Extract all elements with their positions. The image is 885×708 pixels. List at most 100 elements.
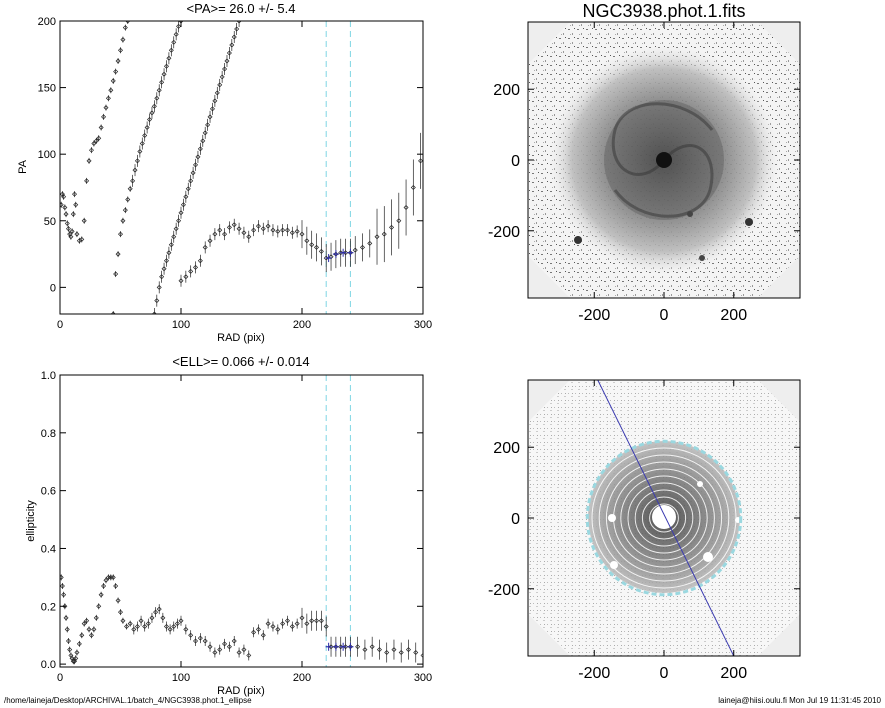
ell-point [96,603,102,609]
pa-point [236,21,242,24]
pa-point [197,146,203,152]
ell-point [246,652,252,658]
ell-point [289,624,295,630]
ell-title: <ELL>= 0.066 +/- 0.014 [172,354,309,369]
isophote-ring [605,461,723,575]
ell-point [113,583,119,589]
ell-xtick-label: 100 [172,672,190,684]
ell-point [202,638,208,644]
pa-point [139,141,145,147]
ell-point [74,650,80,656]
ell-point [103,577,109,583]
isophote-ring [649,503,679,533]
footer-path: /home/laineja/Desktop/ARCHIVAL.1/batch_4… [4,696,252,705]
pa-panel: <PA>= 26.0 +/- 5.4 0 100 200 300 0 50 100 150 2… [17,1,432,344]
ell-yticks: 0.0 0.2 0.4 0.6 0.8 1.0 [41,370,423,671]
pa-point [207,114,213,120]
ell-point [362,647,368,653]
ell-point [171,624,177,630]
img2-ytick-label: 0 [511,511,520,528]
ell-point [101,583,107,589]
img2-ytick-label: -200 [488,582,520,599]
ell-point [398,650,404,656]
pa-point [93,138,99,144]
ell-xtick-label: 300 [414,672,432,684]
ell-point [236,650,242,656]
pa-point [178,210,184,216]
isophote-ring [620,475,708,561]
ell-point [255,626,261,632]
ell-xtick-label: 200 [293,672,311,684]
pa-point [122,25,128,31]
pa-point [251,227,257,233]
pa-xtick-label: 200 [293,319,311,331]
residual-yticks: -200 0 200 [488,440,800,599]
ell-point [413,650,419,656]
pa-point [151,103,157,109]
ell-point [265,621,271,627]
ell-point [174,621,180,627]
ell-point [115,598,121,603]
pa-ytick-label: 100 [38,149,56,161]
pa-point [193,162,199,168]
ell-ytick-label: 0.4 [41,543,56,555]
pa-point [212,231,218,237]
pa-point [159,274,165,280]
pa-point [246,234,252,240]
pa-point [64,220,70,226]
pa-point [63,211,69,217]
ell-point [145,621,151,627]
pa-point [161,266,167,272]
ell-point [127,621,133,627]
pa-point [193,264,199,270]
ell-point [405,647,411,653]
ell-point [275,626,281,632]
ell-point [79,632,85,638]
ell-point [212,650,218,656]
ell-vlines [325,375,351,667]
pa-point [255,223,261,229]
pa-point [74,231,80,237]
pa-point [200,138,206,144]
pa-point [183,274,189,280]
ell-ytick-label: 0.2 [41,601,56,613]
pa-point [304,238,310,244]
ell-ytick-label: 1.0 [41,370,56,382]
pa-point [108,87,114,93]
pa-point [130,178,136,184]
residual-xticks: -200 0 200 [578,380,747,682]
pa-point [67,231,73,237]
footer-user-time: laineja@hiisi.oulu.fi Mon Jul 19 11:31:4… [718,696,881,705]
pa-point [166,55,172,61]
pa-point [171,39,177,45]
pa-point [132,167,138,173]
isophote-ring [627,482,701,554]
pa-point [205,122,211,128]
pa-ylabel: PA [17,159,29,174]
pa-frame [59,20,424,315]
pa-point [122,207,128,213]
pa-point [147,117,153,123]
pa-point [265,223,271,229]
pa-point [159,79,165,85]
isophote-ring [641,496,687,540]
pa-point [118,47,123,53]
pa-point [125,21,131,24]
pa-point [113,271,119,277]
ell-point [124,624,130,630]
pa-point [120,218,126,224]
ell-point [64,626,70,632]
ell-xticks: 0 100 200 300 [57,375,432,684]
ell-point [355,644,361,650]
pa-point [161,71,167,77]
pa-point [144,125,150,131]
ell-point [217,647,223,653]
pa-point [178,278,184,284]
ell-point [105,574,111,580]
ell-series [60,574,423,666]
pa-point [171,234,177,240]
pa-point [231,34,237,40]
pa-point [197,258,203,264]
pa-point [73,202,79,208]
